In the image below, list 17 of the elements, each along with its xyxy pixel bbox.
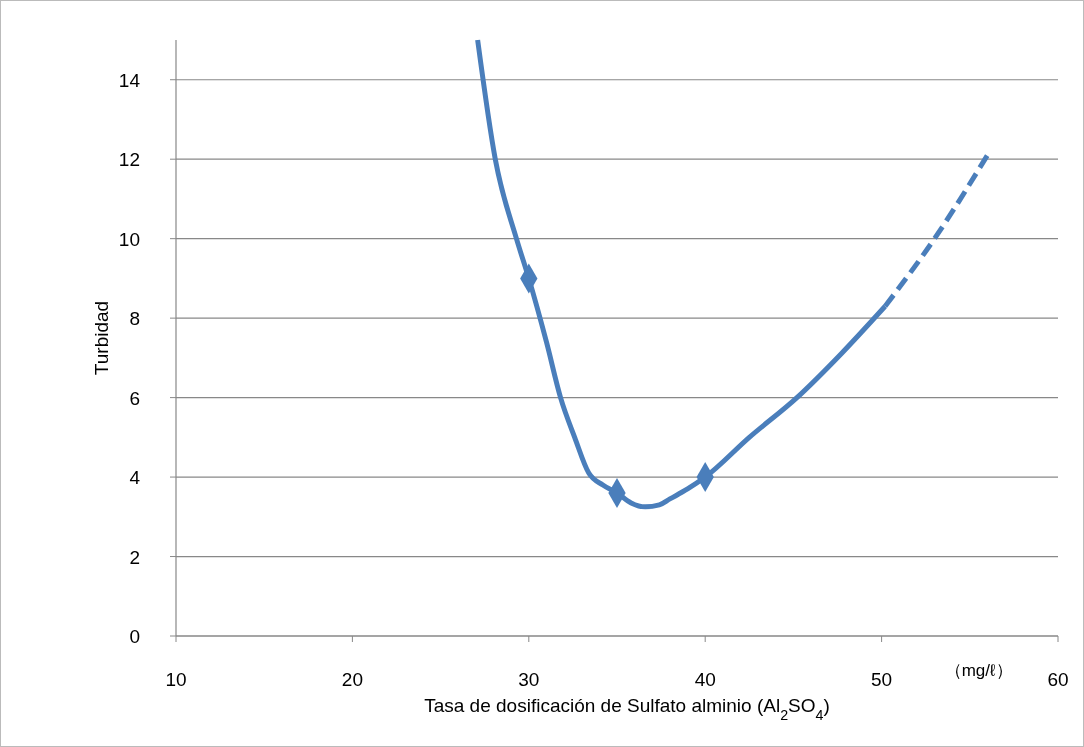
y-tick-label: 0	[129, 626, 140, 647]
x-tick-label: 50	[871, 669, 893, 690]
y-axis-title: Turbidad	[91, 300, 112, 376]
y-tick-label: 10	[118, 228, 140, 250]
y-tick-label: 8	[129, 308, 140, 330]
x-tick-label: 10	[165, 669, 187, 690]
y-tick-label: 12	[118, 149, 140, 171]
y-tick-label: 2	[129, 546, 140, 568]
x-tick-label: 20	[341, 669, 363, 690]
y-tick-label: 14	[118, 69, 141, 91]
x-tick-label: 40	[694, 669, 716, 690]
x-axis-title: Tasa de dosificación de Sulfato alminio (Al$_{2}$SO$_{4}$)	[424, 695, 830, 723]
y-tick-label: 6	[129, 387, 140, 409]
x-tick-label: 30	[518, 669, 540, 690]
x-tick-label: 60	[1047, 669, 1069, 690]
y-tick-label: 4	[129, 467, 141, 489]
text: （mg/ℓ）	[944, 661, 1013, 680]
